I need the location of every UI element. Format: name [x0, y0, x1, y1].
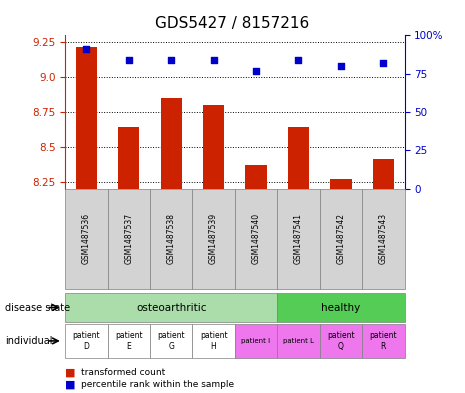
- Text: GSM1487542: GSM1487542: [336, 213, 345, 264]
- Text: GSM1487540: GSM1487540: [252, 213, 260, 264]
- Text: ■: ■: [65, 367, 76, 378]
- Point: [379, 60, 387, 66]
- Bar: [373, 160, 394, 189]
- Text: percentile rank within the sample: percentile rank within the sample: [81, 380, 234, 389]
- Bar: [160, 98, 182, 189]
- Text: patient
D: patient D: [73, 331, 100, 351]
- Point: [252, 68, 260, 74]
- Text: GSM1487536: GSM1487536: [82, 213, 91, 264]
- Point: [210, 57, 217, 63]
- Bar: [76, 46, 97, 189]
- Point: [337, 63, 345, 69]
- Bar: [118, 127, 140, 189]
- Bar: [203, 105, 224, 189]
- Text: patient
E: patient E: [115, 331, 143, 351]
- Text: GSM1487538: GSM1487538: [166, 213, 176, 264]
- Text: GSM1487541: GSM1487541: [294, 213, 303, 264]
- Point: [83, 46, 90, 52]
- Text: patient
H: patient H: [200, 331, 227, 351]
- Text: disease state: disease state: [5, 303, 70, 312]
- Bar: [246, 165, 266, 189]
- Point: [295, 57, 302, 63]
- Text: patient
R: patient R: [370, 331, 397, 351]
- Text: GSM1487543: GSM1487543: [379, 213, 388, 264]
- Text: patient
G: patient G: [157, 331, 185, 351]
- Text: individual: individual: [5, 336, 52, 346]
- Text: GSM1487539: GSM1487539: [209, 213, 218, 264]
- Text: osteoarthritic: osteoarthritic: [136, 303, 206, 312]
- Bar: [288, 127, 309, 189]
- Text: patient I: patient I: [241, 338, 271, 344]
- Bar: [330, 179, 352, 189]
- Point: [167, 57, 175, 63]
- Text: healthy: healthy: [321, 303, 360, 312]
- Text: patient L: patient L: [283, 338, 314, 344]
- Point: [125, 57, 133, 63]
- Text: GSM1487537: GSM1487537: [124, 213, 133, 264]
- Text: transformed count: transformed count: [81, 368, 166, 377]
- Text: GDS5427 / 8157216: GDS5427 / 8157216: [155, 16, 310, 31]
- Text: patient
Q: patient Q: [327, 331, 355, 351]
- Text: ■: ■: [65, 379, 76, 389]
